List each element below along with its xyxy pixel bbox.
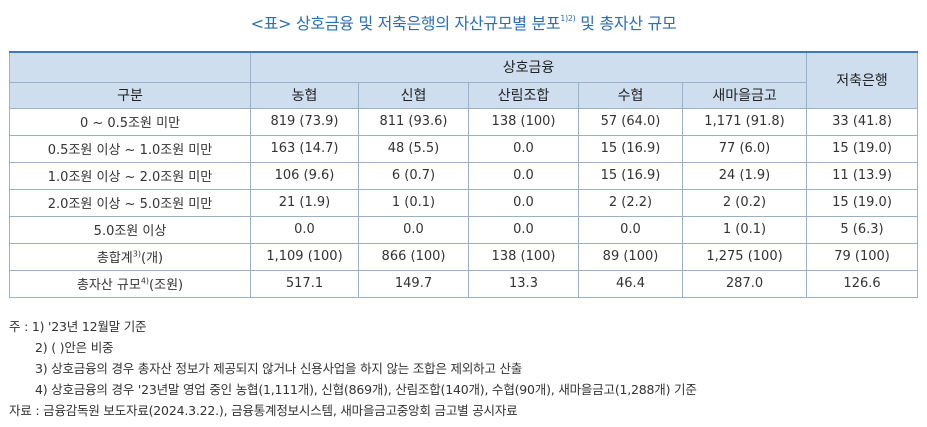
table-title-text: <표> 상호금융 및 저축은행의 자산규모별 분포	[250, 14, 561, 33]
source-note: 자료 : 금융감독원 보도자료(2024.3.22.), 금융통계정보시스템, …	[9, 403, 518, 418]
table-cell: 517.1	[250, 269, 359, 298]
header-saemaeul: 새마을금고	[681, 81, 808, 109]
row-label-footnote-marker: 3)	[132, 249, 141, 259]
table-cell: 866 (100)	[358, 242, 469, 271]
row-label: 총합계3)(개)	[9, 242, 251, 271]
table-cell: 1,171 (91.8)	[681, 107, 808, 136]
row-label-text: 1.0조원 이상 ~ 2.0조원 미만	[47, 170, 213, 185]
row-label: 2.0조원 이상 ~ 5.0조원 미만	[9, 188, 251, 217]
footnote-4: 4) 상호금융의 경우 '23년말 영업 중인 농협(1,111개), 신협(8…	[35, 382, 697, 397]
table-cell: 0.0	[250, 215, 359, 244]
table-cell: 819 (73.9)	[250, 107, 359, 136]
table-cell: 106 (9.6)	[250, 161, 359, 190]
table-cell: 15 (19.0)	[806, 188, 919, 217]
table-cell: 149.7	[358, 269, 469, 298]
table-cell: 138 (100)	[468, 242, 579, 271]
table-cell: 138 (100)	[468, 107, 579, 136]
row-label-unit: (조원)	[149, 278, 184, 293]
footnote-1: 주 : 1) '23년 12월말 기준	[9, 319, 147, 334]
table-cell: 89 (100)	[578, 242, 683, 271]
header-category: 구분	[9, 81, 251, 109]
row-label: 0.5조원 이상 ~ 1.0조원 미만	[9, 134, 251, 163]
table-title-suffix: 및 총자산 규모	[575, 14, 677, 33]
table-row: 1.0조원 이상 ~ 2.0조원 미만 106 (9.6) 6 (0.7) 0.0 15…	[9, 161, 919, 190]
table-title: <표> 상호금융 및 저축은행의 자산규모별 분포1)2) 및 총자산 규모	[0, 10, 927, 34]
table-cell: 21 (1.9)	[250, 188, 359, 217]
table-cell: 77 (6.0)	[681, 134, 808, 163]
row-label-text: 0 ~ 0.5조원 미만	[79, 116, 181, 131]
table-row: 총합계3)(개) 1,109 (100) 866 (100) 138 (100) 89 …	[9, 242, 919, 271]
row-label-text: 5.0조원 이상	[93, 224, 167, 239]
table-row: 0 ~ 0.5조원 미만 819 (73.9) 811 (93.6) 138 (100…	[9, 107, 919, 136]
table-cell: 811 (93.6)	[358, 107, 469, 136]
row-label-text: 2.0조원 이상 ~ 5.0조원 미만	[47, 197, 213, 212]
row-label: 1.0조원 이상 ~ 2.0조원 미만	[9, 161, 251, 190]
table-cell: 48 (5.5)	[358, 134, 469, 163]
table-cell: 13.3	[468, 269, 579, 298]
table-cell: 15 (16.9)	[578, 161, 683, 190]
table-cell: 24 (1.9)	[681, 161, 808, 190]
table-row: 2.0조원 이상 ~ 5.0조원 미만 21 (1.9) 1 (0.1) 0.0 2 (…	[9, 188, 919, 217]
table-cell: 0.0	[578, 215, 683, 244]
table-cell: 0.0	[468, 215, 579, 244]
table-cell: 33 (41.8)	[806, 107, 919, 136]
footnote-2: 2) ( )안은 비중	[35, 340, 114, 355]
table-cell: 163 (14.7)	[250, 134, 359, 163]
row-label-unit: (개)	[141, 251, 164, 266]
table-title-footnote-marker: 1)2)	[560, 13, 576, 23]
table-cell: 287.0	[681, 269, 808, 298]
table-cell: 1,275 (100)	[681, 242, 808, 271]
table-cell: 1,109 (100)	[250, 242, 359, 271]
header-forestry-coop: 산림조합	[468, 81, 579, 109]
header-shinhyup: 신협	[358, 81, 469, 109]
table-cell: 11 (13.9)	[806, 161, 919, 190]
table-cell: 6 (0.7)	[358, 161, 469, 190]
row-label-text: 총합계	[96, 251, 133, 266]
row-label-footnote-marker: 4)	[140, 276, 150, 286]
footnotes: 주 : 1) '23년 12월말 기준 2) ( )안은 비중 3) 상호금융의…	[9, 316, 914, 421]
table-row: 5.0조원 이상 0.0 0.0 0.0 0.0 1 (0.1) 5 (6.3)	[9, 215, 919, 244]
table-cell: 46.4	[578, 269, 683, 298]
table-cell: 1 (0.1)	[681, 215, 808, 244]
table-cell: 0.0	[358, 215, 469, 244]
row-label-text: 총자산 규모	[76, 278, 141, 293]
footnote-3: 3) 상호금융의 경우 총자산 정보가 제공되지 않거나 신용사업을 하지 않는…	[35, 361, 523, 376]
asset-distribution-table: 상호금융 저축은행 구분 농협 신협 산림조합 수협 새마을금고 0 ~ 0.5…	[9, 51, 919, 298]
table-cell: 2 (2.2)	[578, 188, 683, 217]
row-label: 0 ~ 0.5조원 미만	[9, 107, 251, 136]
header-group-mutual-finance: 상호금융	[249, 51, 808, 83]
row-label: 5.0조원 이상	[9, 215, 251, 244]
table-cell: 1 (0.1)	[358, 188, 469, 217]
table-cell: 5 (6.3)	[806, 215, 919, 244]
table-cell: 2 (0.2)	[681, 188, 808, 217]
header-suhyup: 수협	[578, 81, 683, 109]
table-cell: 126.6	[806, 269, 919, 298]
table-cell: 15 (16.9)	[578, 134, 683, 163]
table-row: 총자산 규모4)(조원) 517.1 149.7 13.3 46.4 287.0 126.6	[9, 269, 919, 298]
table-cell: 57 (64.0)	[578, 107, 683, 136]
row-label-text: 0.5조원 이상 ~ 1.0조원 미만	[47, 143, 213, 158]
table-row: 0.5조원 이상 ~ 1.0조원 미만 163 (14.7) 48 (5.5) 0.0…	[9, 134, 919, 163]
table-cell: 79 (100)	[806, 242, 919, 271]
header-nonghyup: 농협	[250, 81, 359, 109]
table-cell: 0.0	[468, 134, 579, 163]
header-savings-bank: 저축은행	[806, 51, 919, 109]
table-cell: 0.0	[468, 188, 579, 217]
header-empty-cell	[9, 51, 251, 83]
table-cell: 15 (19.0)	[806, 134, 919, 163]
table-cell: 0.0	[468, 161, 579, 190]
row-label: 총자산 규모4)(조원)	[9, 269, 251, 298]
